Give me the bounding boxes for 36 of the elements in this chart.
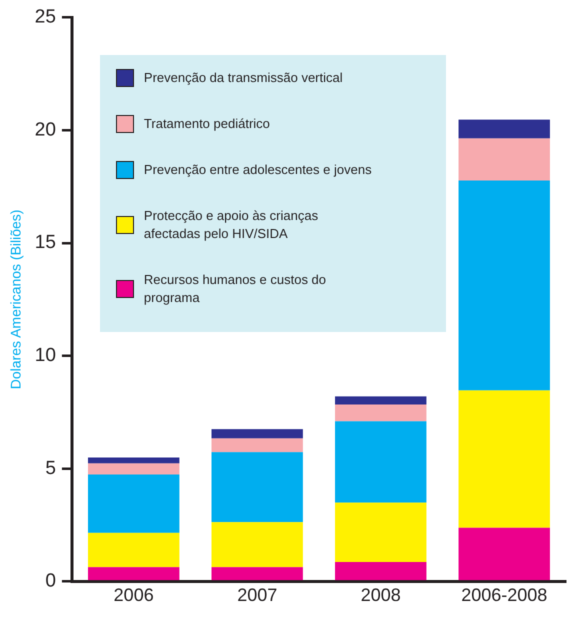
bar [212,522,303,568]
bar [212,429,303,438]
bar [458,390,550,528]
x-tick-label: 2006-2008 [461,585,548,606]
x-tick-label: 2007 [237,585,278,606]
bar [88,532,180,568]
y-tick-label: 5 [45,458,56,479]
bar [335,562,426,580]
bar [88,474,180,533]
bar [458,120,550,138]
bar [212,438,303,452]
bar [335,502,426,562]
legend-label: Prevenção da transmissão vertical [144,69,343,88]
bar [458,180,550,390]
bar [88,458,180,464]
y-tick-label: 20 [34,119,56,140]
y-tick-label: 15 [34,232,56,254]
legend-label: Protecção e apoio às crianças afectadas pelo HIV/SIDA [144,207,320,244]
x-tick-label: 2008 [360,585,401,606]
bar [458,138,550,181]
bar [458,528,550,580]
bar [88,463,180,474]
bar [212,452,303,522]
y-tick-label: 10 [34,345,56,366]
bar [335,396,426,405]
bar [335,404,426,422]
legend-label: Tratamento pediátrico [144,115,270,134]
bar [212,567,303,580]
x-tick-label: 2006 [114,585,154,606]
y-axis-title: Dolares Americanos (Biliões) [7,210,24,390]
y-tick-label: 25 [34,6,56,28]
bar [335,421,426,503]
y-tick-label: 0 [45,570,56,592]
legend-label: Recursos humanos e custos do programa [144,271,328,308]
legend-label: Prevenção entre adolescentes e jovens [144,161,372,180]
bar [88,567,180,580]
